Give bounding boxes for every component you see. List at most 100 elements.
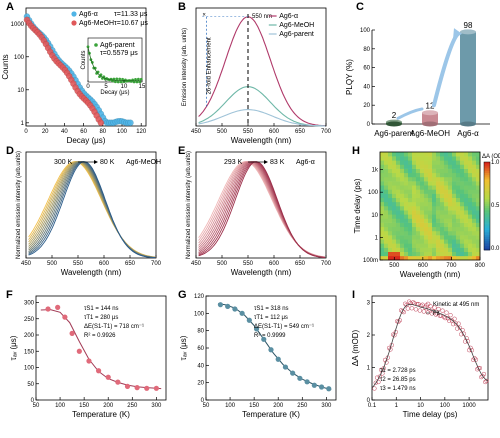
panel-e: E 450 500 550 600 650 700 Wavelength (nm) Normal… <box>178 145 332 277</box>
heatmap-cell <box>380 168 385 174</box>
heatmap-cell <box>380 176 385 182</box>
data-point <box>239 310 245 316</box>
heatmap-cell <box>388 230 393 236</box>
heatmap-cell <box>384 206 389 211</box>
inset-point <box>116 80 120 84</box>
heatmap-cell <box>424 247 429 252</box>
heatmap-cell <box>396 255 401 261</box>
x-axis-label: Time delay (ps) <box>403 410 458 419</box>
colorbar-cell <box>484 236 490 240</box>
kinetic-point <box>405 306 410 311</box>
heatmap-cell <box>444 222 449 228</box>
heatmap-cell <box>424 235 429 240</box>
heatmap-cell <box>424 172 429 178</box>
temp-arrow-head <box>94 160 98 164</box>
sample-label: Ag6-α <box>296 159 315 166</box>
colorbar-cell <box>484 179 490 183</box>
heatmap-cell <box>380 201 385 207</box>
plot-frame <box>25 7 147 127</box>
heatmap-cell <box>436 160 441 165</box>
heatmap-cell <box>436 235 441 240</box>
heatmap-cell <box>388 251 393 257</box>
x-tick-label: 100 <box>117 129 128 135</box>
heatmap-cell <box>424 152 429 157</box>
x-axis-label: Wavelength (nm) <box>231 268 292 277</box>
kinetic-point <box>452 316 457 321</box>
heatmap-cell <box>416 197 421 203</box>
heatmap-cell <box>424 239 429 244</box>
heatmap-cell <box>412 235 417 240</box>
heatmap-cell <box>428 255 433 261</box>
heatmap-cell <box>408 156 413 161</box>
data-point <box>246 317 252 323</box>
heatmap-cell <box>468 255 473 261</box>
heatmap-cell <box>384 210 389 215</box>
temperature-curve <box>28 161 156 258</box>
heatmap-cell <box>424 218 429 223</box>
heatmap-cell <box>448 226 453 232</box>
heatmap-cell <box>428 243 433 248</box>
heatmap-cell <box>440 218 445 223</box>
heatmap-cell <box>412 247 417 252</box>
heatmap-cell <box>388 255 393 261</box>
heatmap-cell <box>464 255 469 261</box>
fit-annotation: R² = 0.9999 <box>254 333 286 339</box>
heatmap-cell <box>420 197 425 203</box>
heatmap-cell <box>460 193 465 198</box>
data-point <box>268 347 274 353</box>
heatmap-cell <box>412 239 417 244</box>
kinetic-point <box>409 306 414 311</box>
heatmap-cell <box>448 247 453 252</box>
x-tick-label: 650 <box>295 129 306 135</box>
heatmap-cell <box>412 185 417 190</box>
kinetic-point <box>447 318 452 323</box>
heatmap-cell <box>416 255 421 261</box>
heatmap-cell <box>440 189 445 194</box>
heatmap-cell <box>412 156 417 161</box>
heatmap-cell <box>436 222 441 228</box>
inset-point <box>118 77 122 81</box>
y-axis-label: Normalized emission intensity (arb.units… <box>186 151 192 259</box>
heatmap-cell <box>424 168 429 174</box>
colorbar-cell <box>484 230 490 233</box>
panel-letter: H <box>352 145 360 157</box>
heatmap-cell <box>452 193 457 198</box>
heatmap-cell <box>408 164 413 169</box>
heatmap-cell <box>424 230 429 236</box>
kinetic-point <box>483 379 488 385</box>
heatmap-cell <box>472 243 477 248</box>
temperature-curve <box>28 161 156 259</box>
heatmap-cell <box>404 235 409 240</box>
heatmap-cell <box>444 235 449 240</box>
colorbar-cell <box>484 223 490 227</box>
heatmap-cell <box>444 176 449 182</box>
bar <box>422 112 438 124</box>
heatmap-cell <box>476 197 481 203</box>
plot-frame <box>35 295 167 401</box>
heatmap-cell <box>380 189 385 194</box>
heatmap-cell <box>392 176 397 182</box>
heatmap-cell <box>468 160 473 165</box>
x-tick-label: 50 <box>203 403 210 409</box>
colorbar-tick: 1.0 <box>491 160 500 166</box>
heatmap-cell <box>384 255 389 261</box>
heatmap-cell <box>416 226 421 232</box>
heatmap-cell <box>420 160 425 165</box>
heatmap-cell <box>428 152 433 157</box>
temperature-curve <box>198 161 326 258</box>
panel-letter: F <box>6 289 13 301</box>
heatmap-cell <box>396 172 401 178</box>
heatmap-cell <box>444 226 449 232</box>
heatmap-cell <box>388 152 393 157</box>
heatmap-cell <box>420 189 425 194</box>
heatmap-cell <box>388 210 393 215</box>
heatmap-cell <box>404 251 409 257</box>
panel-letter: G <box>178 289 187 301</box>
heatmap-cell <box>472 255 477 261</box>
heatmap-cell <box>400 185 405 190</box>
x-tick-label: 100 <box>440 403 451 409</box>
colorbar-cell <box>484 192 490 196</box>
heatmap-cell <box>436 210 441 215</box>
bar <box>460 31 476 125</box>
colorbar-cell <box>484 228 490 231</box>
